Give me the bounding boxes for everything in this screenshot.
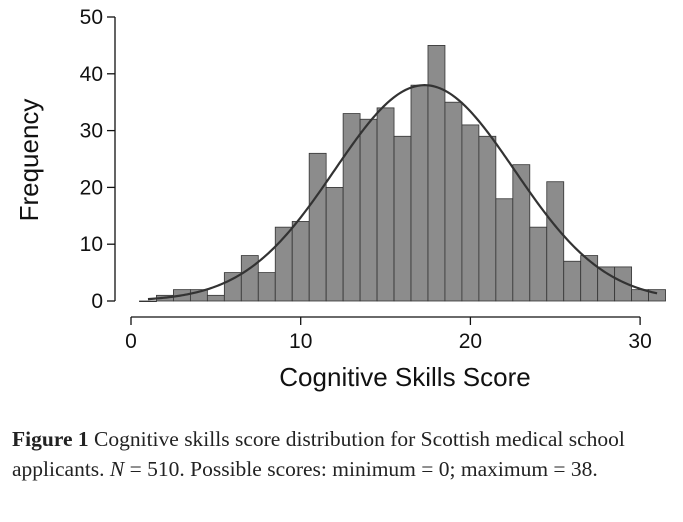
histogram-bar	[563, 260, 582, 302]
histogram-chart: 0 10 20 30 40 50 0 10 20 30 Cognitive Skills Scor…	[14, 6, 666, 392]
histogram-bar	[614, 266, 633, 302]
y-tick-label: 50	[80, 6, 103, 29]
histogram-bar	[308, 152, 327, 302]
figure-label: Figure 1	[12, 427, 89, 451]
caption-n-value: = 510. Possible scores: minimum = 0; max…	[124, 457, 598, 481]
y-tick-label: 30	[80, 120, 103, 143]
axes	[107, 16, 641, 325]
caption-text: Cognitive skills score distribution for …	[12, 427, 625, 481]
histogram-bar	[427, 45, 446, 302]
histogram-bar	[461, 124, 480, 302]
figure-caption: Figure 1 Cognitive skills score distribu…	[12, 424, 672, 484]
histogram-bar	[325, 186, 344, 302]
histogram-bar	[359, 118, 378, 302]
histogram-bar	[529, 226, 548, 302]
histogram-bar	[257, 272, 276, 302]
histogram-bar	[223, 272, 242, 302]
histogram-bar	[410, 84, 429, 302]
histogram-bar	[444, 101, 463, 302]
y-tick-label: 20	[80, 176, 103, 199]
x-axis-title: Cognitive Skills Score	[279, 362, 530, 392]
x-tick-label: 20	[459, 330, 482, 353]
x-tick-label: 10	[289, 330, 312, 353]
y-tick-label: 0	[91, 290, 103, 313]
histogram-bar	[393, 135, 412, 302]
histogram-bar	[495, 198, 514, 302]
x-tick-label: 0	[125, 330, 137, 353]
normal-curve	[147, 84, 658, 301]
histogram-bar	[512, 164, 531, 302]
y-axis-title: Frequency	[14, 99, 44, 222]
y-tick-label: 10	[80, 233, 103, 256]
y-tick-label: 40	[80, 63, 103, 86]
histogram-bar	[342, 113, 361, 302]
histogram-bar	[206, 294, 225, 302]
histogram-bar	[139, 300, 157, 303]
histogram-bar	[240, 255, 259, 302]
histogram-bar	[580, 255, 599, 302]
histogram-bar	[376, 107, 395, 302]
tick-labels: 0 10 20 30 40 50 0 10 20 30	[80, 6, 652, 353]
histogram-bars	[139, 45, 666, 303]
histogram-bar	[648, 289, 666, 302]
histogram-bar	[546, 181, 565, 302]
x-tick-label: 30	[628, 330, 651, 353]
histogram-bar	[478, 135, 497, 302]
caption-n-symbol: N	[109, 457, 125, 481]
histogram-bar	[291, 221, 310, 302]
